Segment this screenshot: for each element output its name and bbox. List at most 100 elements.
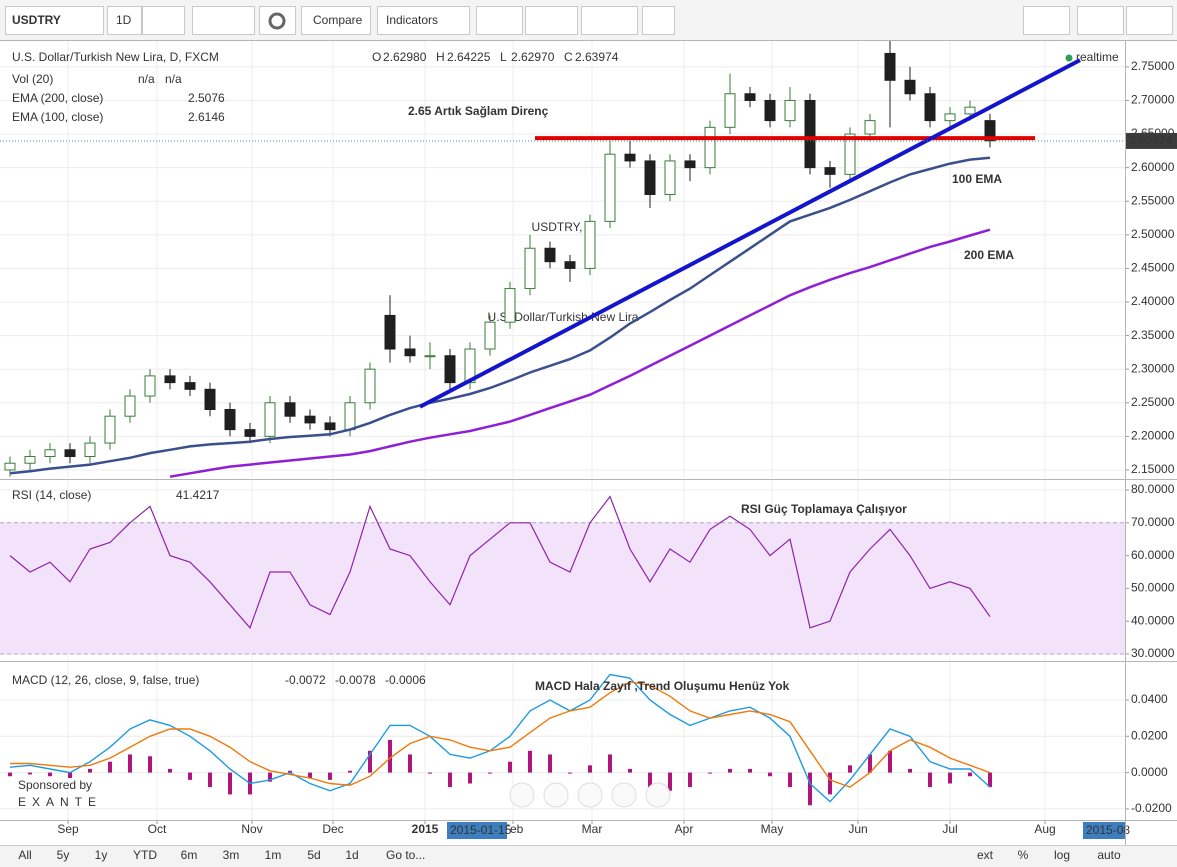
ema-line [9,156,991,475]
ohlc-key: O [372,50,381,64]
y-tick-label: 2.30000 [1131,361,1175,375]
range-button[interactable]: 1d [345,848,358,862]
menu-btn[interactable] [142,6,185,35]
scale-option[interactable]: ext [977,848,994,862]
histogram-bar [768,772,772,777]
histogram-bar [968,772,972,777]
cloud-load-btn[interactable] [1077,6,1124,35]
range-button[interactable]: 5y [57,848,70,862]
candle-body [324,422,336,431]
range-button[interactable]: 6m [181,848,198,862]
x-tick-label: Jul [942,822,957,836]
candle-body [604,153,616,222]
annotation: MACD Hala Zayıf ,Trend Oluşumu Henüz Yok [535,679,790,693]
range-button[interactable]: 1m [265,848,282,862]
x-tick-label: Apr [675,822,694,836]
sponsor-brand[interactable]: EXANTE [18,795,102,809]
candle-body [4,462,16,471]
bottom-controls: All 5y 1y YTD 6m 3m 1m 5d 1d Go to... ext% log auto [18,848,1121,862]
range-button[interactable]: YTD [133,848,157,862]
histogram-bar [448,772,452,788]
y-tick-label: 2.60000 [1131,160,1175,174]
histogram-bar [268,772,272,782]
ideas-btn[interactable] [525,6,578,35]
interval-box[interactable] [107,6,142,35]
drawn-line [419,58,1081,409]
legend-value: -0.0072 [285,673,326,687]
candle-body [404,348,416,357]
y-tick-label: 80.0000 [1131,482,1175,496]
histogram-bar [788,772,792,788]
candle-body [124,395,136,417]
histogram-bar [648,772,652,788]
legend-name: EMA (100, close) [12,110,103,124]
indicators[interactable]: Indicators [386,13,438,27]
histogram-bar [528,750,532,773]
y-tick-label: 2.45000 [1131,261,1175,275]
range-button[interactable]: 3m [223,848,240,862]
range-button[interactable]: All [18,848,31,862]
watermark: USDTRY, D [532,220,595,234]
candle-body [704,126,716,169]
y-tick-label: 70.0000 [1131,515,1175,529]
scale-option[interactable]: log [1054,848,1070,862]
x-tick-label: Feb [503,822,524,836]
x-tick-label: Nov [241,822,262,836]
frame [0,40,1177,845]
candle-body [724,93,736,128]
candle-body [924,93,936,122]
zoom-out[interactable] [543,782,569,808]
symbol-box[interactable] [5,6,104,35]
compare-btn[interactable] [301,6,371,35]
candle-body [424,355,436,358]
scroll-right[interactable] [645,782,671,808]
y-tick-label: 2.15000 [1131,462,1175,476]
rsi-line [9,495,991,629]
color-btn[interactable] [1023,6,1070,35]
x-tick-label: Mar [582,822,603,836]
zoom-in[interactable] [611,782,637,808]
reset[interactable] [577,782,603,808]
goto-button[interactable]: Go to... [386,848,425,862]
candle-body [364,368,376,404]
zoom-controls [509,782,671,808]
scale-option[interactable]: % [1018,848,1029,862]
alert-btn[interactable] [476,6,523,35]
cloud-save-btn[interactable] [1126,6,1173,35]
histogram-bar [688,772,692,788]
chart-style-btn[interactable] [192,6,255,35]
histogram-bar [628,768,632,773]
fullscreen-btn[interactable] [642,6,675,35]
histogram-bar [368,750,372,773]
histogram-bar [608,754,612,773]
histogram-bar [848,765,852,773]
histogram-bar [988,772,992,788]
settings-btn[interactable] [259,6,296,35]
histogram-bar [928,772,932,788]
interval[interactable]: 1D [116,13,132,27]
undo-redo-btn[interactable] [581,6,638,35]
candle-body [624,153,636,162]
range-button[interactable]: 5d [307,848,320,862]
y-tick-label: 2.55000 [1131,193,1175,207]
histogram-bar [128,754,132,773]
scale-option[interactable]: auto [1097,848,1121,862]
candle-body [24,456,36,464]
histogram-bar [828,772,832,795]
range-button[interactable]: 1y [95,848,108,862]
y-tick-label: 2.70000 [1131,93,1175,107]
grid [0,40,1125,820]
histogram-bar [188,772,192,780]
candle-body [964,106,976,115]
x-tick-label: Oct [148,822,167,836]
candle-body [844,133,856,175]
y-tick-label: 2.25000 [1131,395,1175,409]
compare[interactable]: Compare [313,13,363,27]
candle-body [884,52,896,81]
histogram-bar [148,756,152,773]
scroll-left[interactable] [509,782,535,808]
symbol[interactable]: USDTRY [12,13,61,27]
indicators-btn[interactable] [377,6,470,35]
candle-body [284,402,296,417]
